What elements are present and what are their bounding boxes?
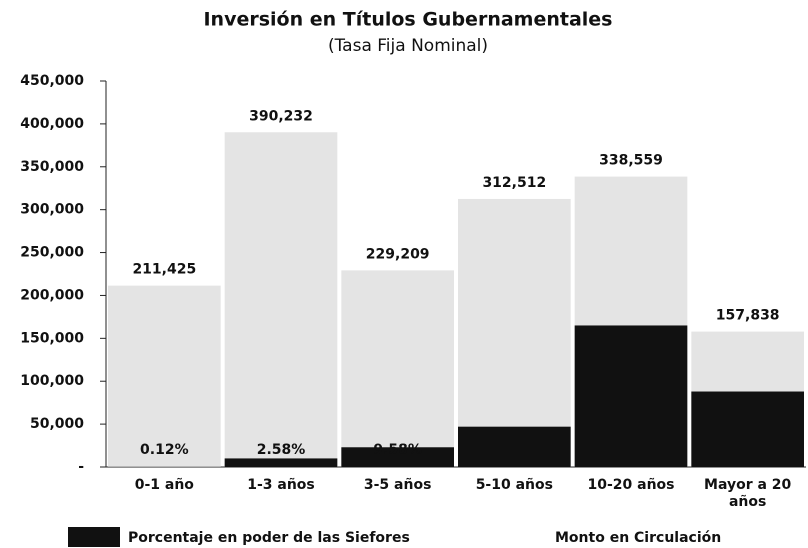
y-tick-label: 250,000: [20, 245, 84, 261]
bar: [574, 325, 688, 467]
chart-title: Inversión en Títulos Gubernamentales: [203, 9, 612, 31]
y-tick-label: 450,000: [20, 73, 84, 89]
value-label: 211,425: [132, 262, 196, 278]
y-tick-label: 300,000: [20, 202, 84, 218]
x-tick-label-box: 3-5 años: [363, 477, 432, 493]
value-label: 157,838: [716, 308, 780, 324]
bar: [458, 198, 571, 468]
annotation: 2.58%: [257, 442, 306, 458]
x-tick-label-box: 5-10 años: [475, 477, 553, 493]
bar: [341, 447, 454, 467]
value-label: 312,512: [482, 175, 546, 191]
x-tick-label-box: 10-20 años: [587, 477, 675, 493]
y-tick-label: 400,000: [20, 116, 84, 132]
chart-subtitle: (Tasa Fija Nominal): [328, 36, 488, 56]
legend-swatch: [488, 527, 540, 547]
value-label: 390,232: [249, 108, 313, 124]
x-tick-label: 3-5 años: [363, 477, 432, 493]
x-tick-label: 0-1 año: [134, 477, 194, 493]
value-label: 229,209: [366, 246, 430, 262]
legend-swatch: [68, 527, 120, 547]
bar: [458, 426, 571, 467]
y-tick-label: 150,000: [20, 330, 84, 346]
y-tick-label: 350,000: [20, 159, 84, 175]
y-tick-label: 200,000: [20, 287, 84, 303]
x-tick-label: 5-10 años: [475, 477, 553, 493]
bar: [224, 132, 338, 467]
x-tick-label-box: Mayor a 20 años: [704, 477, 792, 510]
x-tick-label: 1-3 años: [247, 477, 315, 493]
bar: [691, 391, 804, 467]
x-tick-label: 10-20 años: [587, 477, 675, 493]
y-tick-label: 100,000: [20, 373, 84, 389]
annotation: 9.58%: [373, 442, 422, 458]
x-tick-label-box: 0-1 año: [134, 477, 194, 493]
legend-label: Monto en Circulación: [555, 530, 721, 546]
y-tick-label: -: [78, 459, 84, 475]
bar: [341, 270, 454, 467]
x-tick-label-box: 1-3 años: [247, 477, 315, 493]
legend-label: Porcentaje en poder de las Siefores: [128, 530, 410, 546]
bar: [108, 285, 221, 467]
bar: [224, 458, 338, 467]
y-tick-label: 50,000: [30, 416, 84, 432]
value-label: 338,559: [599, 153, 663, 169]
x-tick-label: Mayor a 20 años: [704, 477, 792, 510]
annotation: 0.12%: [140, 442, 189, 458]
